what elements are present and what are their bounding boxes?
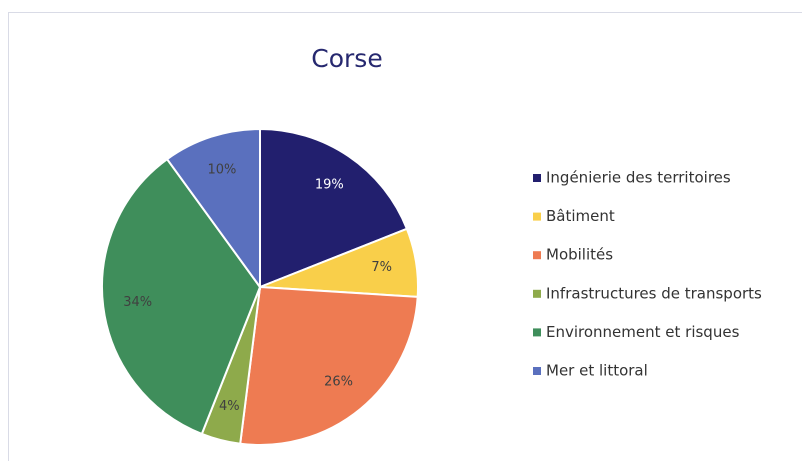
data-label: 19%: [315, 178, 344, 193]
legend-swatch: [533, 367, 541, 375]
pie-slice: [259, 127, 409, 289]
data-label: 34%: [123, 295, 152, 310]
pie-slice: [165, 127, 261, 291]
legend-swatch: [533, 328, 541, 337]
legend-swatch: [533, 289, 541, 298]
legend-swatch: [533, 251, 541, 260]
legend-swatch: [533, 212, 541, 221]
data-label: 4%: [219, 399, 240, 414]
chart-title: Corse: [311, 44, 382, 73]
legend-label: Mobilités: [546, 246, 613, 264]
legend-label: Mer et littoral: [546, 362, 648, 380]
data-label: 26%: [324, 374, 353, 389]
legend-label: Ingénierie des territoires: [546, 169, 731, 187]
legend-label: Environnement et risques: [546, 323, 740, 341]
legend-label: Bâtiment: [546, 207, 615, 225]
data-label: 7%: [371, 260, 392, 275]
pie-slice: [101, 157, 262, 436]
data-label: 10%: [207, 162, 236, 177]
legend-swatch: [533, 174, 541, 182]
pie-slice: [239, 285, 419, 446]
legend-label: Infrastructures de transports: [546, 284, 762, 302]
